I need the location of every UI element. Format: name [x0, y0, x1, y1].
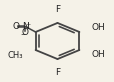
Text: CH₃: CH₃ [8, 51, 23, 60]
Text: F: F [54, 68, 60, 77]
Text: OH: OH [91, 23, 104, 32]
Text: −: − [20, 32, 25, 37]
Text: F: F [54, 5, 60, 14]
Text: O: O [21, 28, 28, 37]
Text: +: + [25, 22, 30, 27]
Text: OH: OH [91, 50, 104, 59]
Text: O: O [13, 22, 20, 31]
Text: N: N [22, 22, 28, 31]
